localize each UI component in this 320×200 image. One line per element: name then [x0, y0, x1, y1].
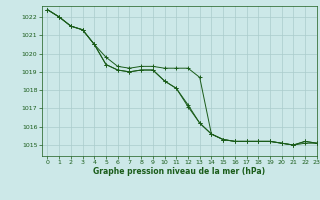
X-axis label: Graphe pression niveau de la mer (hPa): Graphe pression niveau de la mer (hPa): [93, 167, 265, 176]
